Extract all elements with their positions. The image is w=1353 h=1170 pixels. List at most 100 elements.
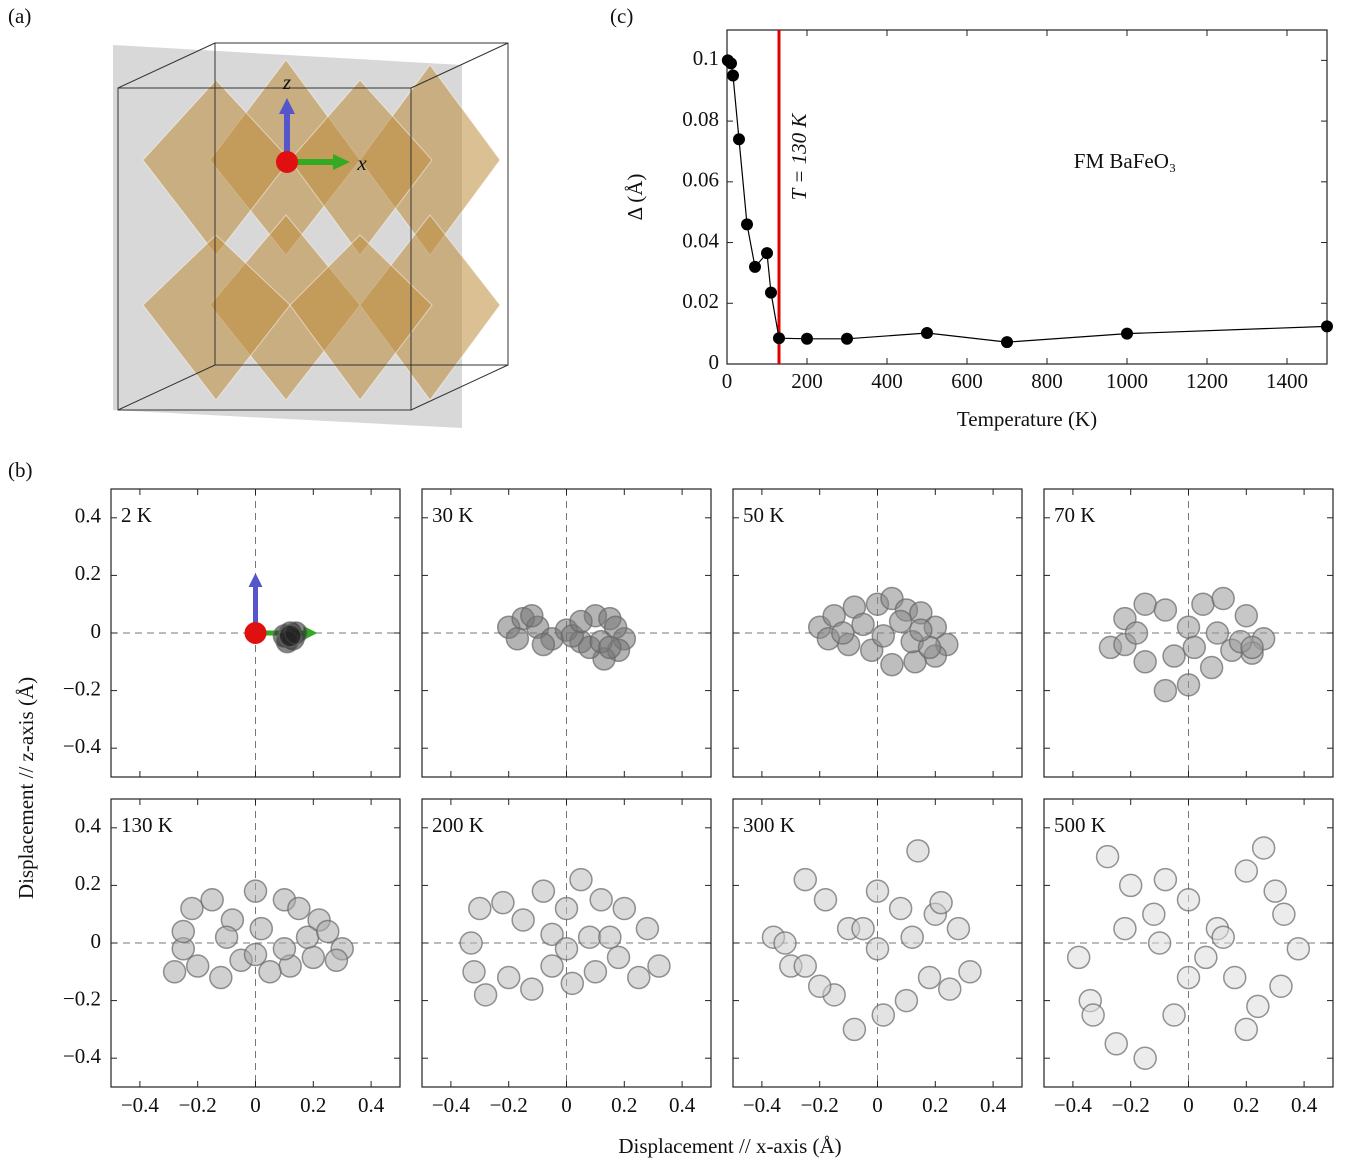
y-tick-label: 0.04 (682, 228, 719, 252)
trajectory-point (890, 610, 912, 632)
trajectory-point (1287, 938, 1309, 960)
trajectory-point (579, 926, 601, 948)
data-point (841, 333, 853, 345)
x-tick-label: 0.2 (922, 1093, 948, 1117)
panel-title: 300 K (743, 813, 795, 837)
trajectory-point (1143, 903, 1165, 925)
data-point (765, 287, 777, 299)
y-tick-label: 0 (91, 619, 102, 643)
axis-label: z (282, 70, 291, 94)
trajectory-point (1192, 593, 1214, 615)
atom (245, 622, 267, 644)
x-tick-label: −0.4 (743, 1093, 782, 1117)
trajectory-point (1247, 995, 1269, 1017)
trajectory-point (1105, 1033, 1127, 1055)
trajectory-point (852, 613, 874, 635)
trajectory-point (297, 926, 319, 948)
trajectory-point (1206, 622, 1228, 644)
y-tick-label: 0.08 (682, 107, 719, 131)
y-tick-label: −0.2 (63, 676, 101, 700)
trajectory-point (1235, 860, 1257, 882)
trajectory-point (872, 1004, 894, 1026)
trajectory-point (1114, 918, 1136, 940)
trajectory-point (584, 961, 606, 983)
y-tick-label: 0.4 (75, 504, 102, 528)
x-tick-label: 0.2 (1233, 1093, 1259, 1117)
trajectory-point (881, 654, 903, 676)
subplot: −0.4 −0.2 0 0.2 0.4 200 K (422, 799, 711, 1117)
data-point (749, 261, 761, 273)
trajectory-point (1154, 599, 1176, 621)
trajectory-point (852, 918, 874, 940)
trajectory-point (1178, 674, 1200, 696)
trajectory-point (556, 938, 578, 960)
trajectory-point (1212, 926, 1234, 948)
x-tick-label: 1200 (1186, 369, 1228, 393)
data-point (733, 133, 745, 145)
trajectory-point (1178, 616, 1200, 638)
trajectory-point (947, 918, 969, 940)
trajectory-point (1097, 846, 1119, 868)
data-point (801, 333, 813, 345)
trajectory-point (919, 967, 941, 989)
x-tick-label: 0 (561, 1093, 572, 1117)
data-point (773, 332, 785, 344)
x-tick-label: 0.4 (358, 1093, 385, 1117)
trajectory-point (570, 869, 592, 891)
trajectory-point (570, 610, 592, 632)
trajectory-point (1178, 967, 1200, 989)
trajectory-point (164, 961, 186, 983)
panel-title: 500 K (1054, 813, 1106, 837)
panel-title: 30 K (432, 503, 473, 527)
trajectory-point (930, 892, 952, 914)
x-tick-label: 0.2 (611, 1093, 637, 1117)
x-tick-label: 600 (951, 369, 983, 393)
y-tick-label: 0.2 (75, 871, 101, 895)
trajectory-point (959, 961, 981, 983)
trajectory-point (794, 869, 816, 891)
trajectory-point (460, 932, 482, 954)
trajectory-point (1201, 657, 1223, 679)
trajectory-point (492, 892, 514, 914)
panel-title: 50 K (743, 503, 784, 527)
trajectory-point (210, 967, 232, 989)
x-axis-label: Displacement // x-axis (Å) (618, 1134, 841, 1158)
trajectory-point (1068, 946, 1090, 968)
trajectory-point (636, 918, 658, 940)
x-tick-label: −0.2 (801, 1093, 839, 1117)
trajectory-point (907, 840, 929, 862)
trajectory-point (463, 961, 485, 983)
x-tick-label: −0.2 (490, 1093, 528, 1117)
trajectory-point (469, 897, 491, 919)
x-tick-label: 0 (722, 369, 733, 393)
y-tick-label: −0.4 (63, 734, 102, 758)
x-tick-label: 0.4 (669, 1093, 696, 1117)
trajectory-point (475, 984, 497, 1006)
subplot: −0.4−0.200.20.4−0.4−0.200.20.4130 K (63, 799, 400, 1117)
trajectory-point (1183, 636, 1205, 658)
trajectory-point (245, 880, 267, 902)
trajectory-point (498, 967, 520, 989)
x-tick-label: −0.4 (432, 1093, 471, 1117)
plot-frame (727, 30, 1327, 364)
x-tick-label: 1400 (1266, 369, 1308, 393)
trajectory-point (867, 880, 889, 902)
x-tick-label: 0.2 (300, 1093, 326, 1117)
trajectory-point (201, 889, 223, 911)
trajectory-point (1195, 946, 1217, 968)
data-point (741, 218, 753, 230)
panel-title: 130 K (121, 813, 173, 837)
trajectory-point (1163, 645, 1185, 667)
figure: (a) (b) (c) z x 020040060080010001200140… (0, 0, 1353, 1170)
y-tick-label: 0 (91, 929, 102, 953)
subplot: 30 K (422, 489, 711, 777)
trajectory-point (556, 897, 578, 919)
data-point (921, 327, 933, 339)
trajectory-point (273, 938, 295, 960)
panel-title: 200 K (432, 813, 484, 837)
trajectory-point (832, 622, 854, 644)
trajectory-point (302, 946, 324, 968)
trajectory-point (608, 946, 630, 968)
trajectory-point (599, 926, 621, 948)
